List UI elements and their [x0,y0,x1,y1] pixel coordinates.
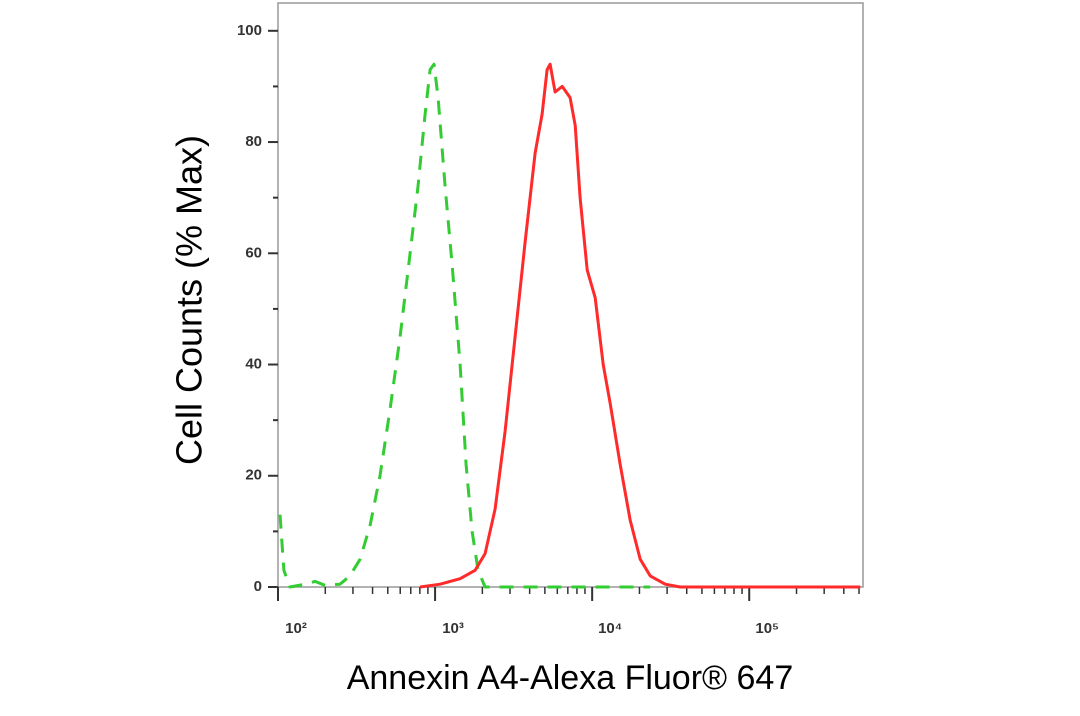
y-axis-label: Cell Counts (% Max) [169,135,210,465]
plot-frame [277,2,864,588]
y-tick-label: 0 [254,578,262,595]
y-tick-label: 60 [245,244,262,261]
y-tick-label: 100 [237,22,262,39]
y-tick-label: 80 [245,133,262,150]
x-tick-label: 10² [285,620,307,637]
x-tick-label: 10⁵ [755,620,779,637]
x-axis-label: Annexin A4-Alexa Fluor® 647 [347,659,794,697]
data-line [419,62,861,589]
data-line [278,62,651,589]
x-tick-label: 10⁴ [598,620,622,637]
x-tick-label: 10³ [442,620,464,637]
y-tick-label: 20 [245,467,262,484]
y-tick-label: 40 [245,355,262,372]
